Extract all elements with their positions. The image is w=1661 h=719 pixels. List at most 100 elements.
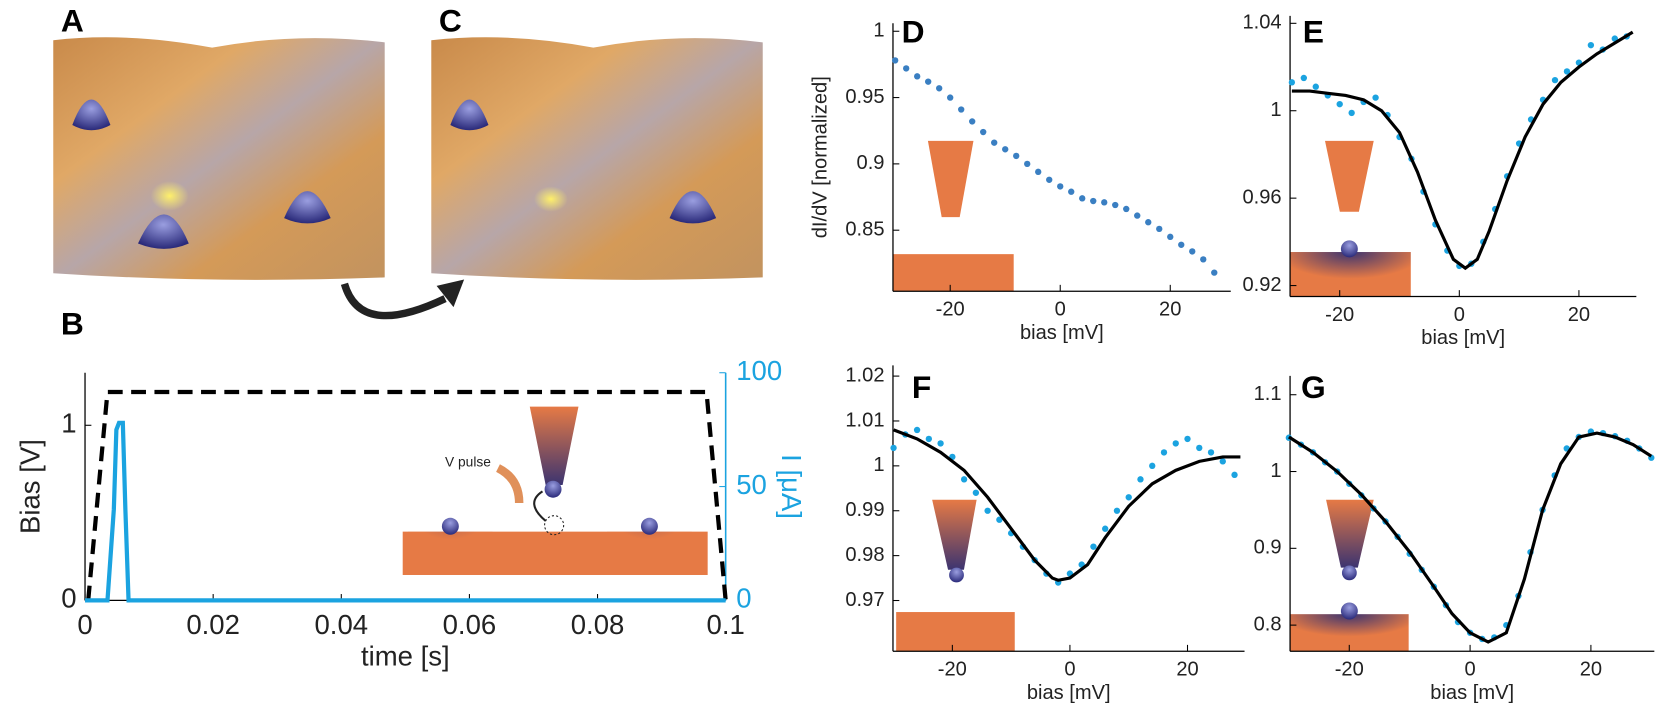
data-point — [1102, 525, 1109, 532]
y-axis-label: dI/dV [normalized] — [809, 76, 831, 238]
x-tick-label: -20 — [936, 299, 965, 321]
data-line — [85, 420, 726, 603]
data-point — [1035, 168, 1042, 176]
data-point — [1167, 233, 1174, 241]
y-tick-label: 1 — [873, 454, 884, 476]
y-tick-label: 1.01 — [845, 409, 884, 431]
data-point — [996, 516, 1003, 523]
y2-tick-label: 100 — [736, 355, 782, 386]
data-point — [972, 489, 980, 496]
data-point — [925, 435, 933, 443]
inset-e — [1290, 140, 1411, 297]
y-tick-label: 0.98 — [845, 544, 884, 566]
x-tick-label: 0.06 — [443, 609, 497, 640]
y-tick-label: 0 — [61, 583, 76, 614]
arrow — [340, 282, 447, 320]
panel-letter: G — [1301, 369, 1326, 405]
x-tick-label: 0.08 — [571, 609, 625, 640]
x-tick-label: -20 — [938, 659, 967, 681]
data-point — [925, 78, 932, 85]
data-point — [1149, 462, 1156, 470]
x-tick-label: 0.04 — [315, 609, 369, 640]
data-point — [903, 65, 910, 72]
panel-letter: C — [439, 3, 462, 39]
y-tick-label: 0.92 — [1242, 274, 1281, 296]
data-point — [1145, 219, 1152, 226]
data-point — [1196, 444, 1203, 452]
data-point — [1112, 201, 1119, 209]
y-tick-label: 1 — [61, 408, 76, 439]
data-point — [980, 128, 987, 136]
data-point — [991, 139, 998, 146]
x-axis-label: bias [mV] — [1421, 327, 1505, 349]
x-tick-label: 20 — [1159, 299, 1181, 321]
data-point — [914, 73, 921, 80]
x-tick-label: -20 — [1335, 659, 1364, 681]
data-point — [890, 444, 897, 452]
data-point — [969, 118, 976, 125]
x-tick-label: 0.1 — [707, 609, 745, 640]
y-tick-label: 1 — [873, 20, 884, 42]
topography-c — [431, 37, 763, 280]
panel-letter: E — [1303, 13, 1324, 49]
data-point — [1587, 41, 1595, 49]
topography-a — [53, 37, 385, 280]
data-point — [1300, 74, 1307, 82]
data-line — [893, 428, 1241, 582]
data-point — [1288, 79, 1296, 86]
data-point — [1101, 199, 1108, 206]
panel-letter: B — [61, 306, 84, 342]
data-point — [1125, 494, 1132, 501]
x-axis-label: time [s] — [361, 640, 450, 671]
y-tick-label: 1 — [1270, 460, 1281, 482]
data-point — [1348, 109, 1355, 117]
data-line — [1291, 30, 1634, 271]
data-point — [1231, 471, 1238, 479]
data-point — [936, 85, 943, 92]
data-line — [1288, 431, 1653, 644]
data-point — [1207, 449, 1215, 456]
y-tick-label: 1.1 — [1254, 383, 1282, 405]
data-point — [1563, 68, 1571, 75]
x-axis-label: bias [mV] — [1027, 682, 1111, 704]
y-tick-label: 0.97 — [845, 589, 884, 611]
y-tick-label: 0.95 — [845, 86, 884, 108]
y-tick-label: 0.9 — [857, 152, 885, 174]
data-point — [960, 476, 968, 483]
x-axis-label: bias [mV] — [1430, 682, 1514, 704]
x-tick-label: 0 — [1454, 304, 1465, 326]
data-point — [1184, 435, 1191, 443]
y-tick-label: 0.96 — [1242, 186, 1281, 208]
data-point — [1189, 248, 1196, 255]
x-tick-label: 20 — [1176, 659, 1198, 681]
inset-g — [1290, 499, 1409, 652]
x-tick-label: 0 — [77, 609, 92, 640]
data-point — [1002, 146, 1009, 153]
data-point — [1551, 76, 1559, 84]
data-point — [1172, 440, 1179, 447]
y-axis-label: Bias [V] — [14, 439, 45, 534]
data-point — [1178, 241, 1185, 248]
inset-f — [896, 499, 1015, 652]
data-point — [1219, 458, 1226, 465]
panel-letter: F — [912, 369, 931, 405]
y-tick-label: 1 — [1270, 99, 1281, 121]
data-point — [891, 57, 899, 64]
data-point — [1090, 197, 1097, 205]
y-tick-label: 1.04 — [1242, 12, 1281, 34]
x-tick-label: 20 — [1568, 304, 1590, 326]
data-point — [1046, 176, 1053, 183]
inset-d — [892, 140, 1014, 292]
data-point — [1113, 507, 1121, 514]
data-point — [1336, 100, 1343, 108]
y-tick-label: 1.02 — [845, 364, 884, 386]
data-point — [1200, 256, 1207, 263]
y-tick-label: 0.85 — [845, 219, 884, 241]
data-point — [1137, 476, 1144, 483]
x-axis-label: bias [mV] — [1020, 322, 1104, 344]
x-tick-label: -20 — [1325, 304, 1354, 326]
y-tick-label: 0.99 — [845, 499, 884, 521]
data-point — [1134, 212, 1141, 219]
annotation: V pulse — [445, 454, 491, 469]
